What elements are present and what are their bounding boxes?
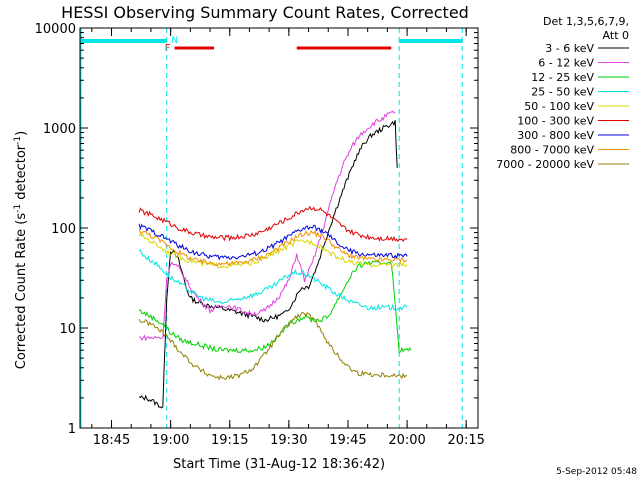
series-line-8 bbox=[138, 311, 408, 381]
x-axis-label: Start Time (31-Aug-12 18:36:42) bbox=[173, 457, 385, 472]
flare-label: F bbox=[165, 43, 171, 54]
plot-frame bbox=[79, 27, 479, 429]
legend-label-6: 300 - 800 keV bbox=[517, 129, 594, 142]
series-line-6 bbox=[138, 223, 408, 261]
night-label: N bbox=[171, 36, 178, 46]
y-tick-label-3: 1000 bbox=[43, 122, 76, 137]
legend-label-7: 800 - 7000 keV bbox=[510, 144, 594, 157]
series-line-3 bbox=[138, 249, 408, 311]
series-line-1 bbox=[138, 110, 396, 342]
series-line-2 bbox=[138, 260, 412, 354]
x-tick-label-2: 19:15 bbox=[211, 433, 248, 448]
y-tick-label-4: 10000 bbox=[35, 22, 76, 37]
series-line-5 bbox=[138, 205, 408, 243]
legend-header-line-2: Att 0 bbox=[603, 29, 629, 42]
y-tick-label-2: 100 bbox=[51, 222, 76, 237]
series-line-7 bbox=[138, 228, 408, 267]
legend-label-0: 3 - 6 keV bbox=[545, 42, 594, 55]
plot-area: FN 1 10 100 1000 10000 18:45 19:00 19:15 19:30 19:… bbox=[35, 22, 485, 448]
x-tick-label-5: 20:00 bbox=[388, 433, 425, 448]
y-tick-label-1: 10 bbox=[59, 322, 76, 337]
legend-label-5: 100 - 300 keV bbox=[517, 115, 594, 128]
legend-header-line-1: Det 1,3,5,6,7,9, bbox=[543, 15, 629, 28]
legend-label-4: 50 - 100 keV bbox=[524, 100, 594, 113]
legend-label-8: 7000 - 20000 keV bbox=[496, 158, 594, 171]
timestamp-label: 5-Sep-2012 05:48 bbox=[556, 467, 637, 477]
x-tick-label-3: 19:30 bbox=[270, 433, 307, 448]
x-tick-label-0: 18:45 bbox=[93, 433, 130, 448]
legend-label-3: 25 - 50 keV bbox=[531, 86, 594, 99]
y-tick-label-0: 1 bbox=[68, 422, 76, 437]
x-tick-label-1: 19:00 bbox=[152, 433, 189, 448]
chart-title: HESSI Observing Summary Count Rates, Cor… bbox=[61, 3, 469, 22]
legend-label-2: 12 - 25 keV bbox=[531, 71, 594, 84]
x-tick-label-4: 19:45 bbox=[329, 433, 366, 448]
y-axis-label: Corrected Count Rate (s-1 detector-1) bbox=[13, 131, 29, 369]
x-tick-label-6: 20:15 bbox=[447, 433, 484, 448]
series-line-0 bbox=[138, 119, 398, 409]
legend-label-1: 6 - 12 keV bbox=[538, 57, 594, 70]
series-line-4 bbox=[138, 232, 408, 269]
